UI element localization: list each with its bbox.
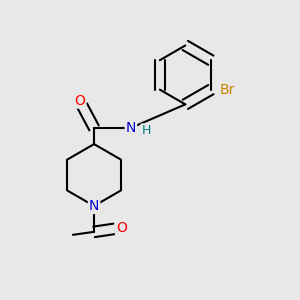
Text: N: N bbox=[126, 121, 136, 135]
Text: O: O bbox=[116, 221, 127, 235]
Text: H: H bbox=[142, 124, 151, 137]
Text: Br: Br bbox=[219, 82, 235, 97]
Text: N: N bbox=[89, 199, 99, 213]
Text: O: O bbox=[74, 94, 86, 107]
